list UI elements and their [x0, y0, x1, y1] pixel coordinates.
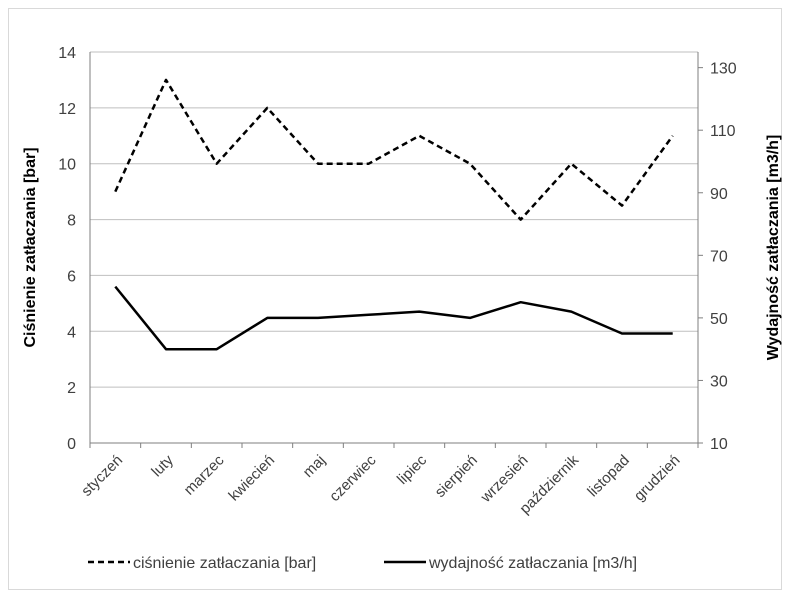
axes [89, 52, 703, 448]
category-label: luty [148, 451, 177, 480]
series-line-flow [114, 285, 673, 351]
left-tick-label: 0 [67, 436, 76, 453]
left-tick-label: 6 [67, 268, 76, 285]
right-tick-label: 110 [710, 123, 736, 140]
category-label: styczeń [78, 452, 126, 500]
chart-frame [8, 8, 782, 590]
category-label: czerwiec [326, 451, 380, 505]
right-tick-label: 90 [710, 186, 728, 203]
legend-label-flow: wydajność zatłaczania [m3/h] [428, 555, 637, 572]
category-label: lipiec [394, 451, 431, 488]
right-tick-label: 70 [710, 248, 728, 265]
left-axis-ticks: 0 2 4 6 8 10 12 14 [58, 45, 76, 453]
series-line-pressure [114, 78, 674, 221]
right-tick-label: 30 [710, 373, 728, 390]
left-tick-label: 4 [67, 324, 76, 341]
left-tick-label: 14 [58, 45, 76, 62]
left-tick-label: 8 [67, 213, 76, 230]
category-label: kwiecień [225, 452, 278, 505]
series-lines [114, 78, 674, 351]
category-label: marzec [181, 451, 228, 498]
category-label: listopad [584, 452, 633, 501]
gridlines [90, 51, 698, 444]
legend-label-pressure: ciśnienie zatłaczania [bar] [133, 555, 316, 572]
left-tick-label: 10 [58, 157, 76, 174]
right-tick-label: 10 [710, 436, 728, 453]
right-axis-title: Wydajność zatłaczania [m3/h] [765, 135, 782, 361]
left-tick-label: 12 [58, 101, 76, 118]
category-label: maj [300, 452, 329, 481]
left-axis-title: Ciśnienie zatłaczania [bar] [22, 147, 39, 347]
category-label: sierpień [432, 452, 481, 501]
category-label: grudzień [631, 452, 684, 505]
legend: ciśnienie zatłaczania [bar] wydajność za… [88, 555, 637, 572]
right-axis-ticks: 10 30 50 70 90 110 130 [710, 61, 737, 453]
right-tick-label: 130 [710, 61, 737, 78]
right-tick-label: 50 [710, 311, 728, 328]
left-tick-label: 2 [67, 380, 76, 397]
